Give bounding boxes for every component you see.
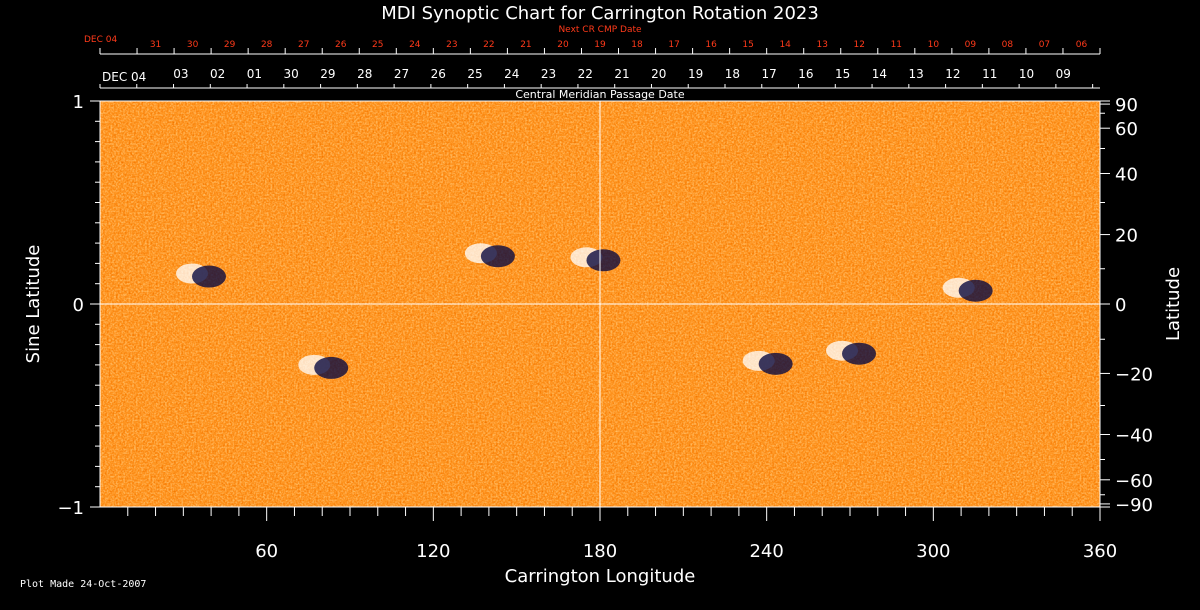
cmp-date-label: 13 — [909, 67, 924, 81]
cmp-date-label: 21 — [614, 67, 629, 81]
cmp-date-label: 29 — [320, 67, 335, 81]
y-right-tick-label: −90 — [1115, 495, 1153, 516]
cmp-date-label: 17 — [761, 67, 776, 81]
y-axis-right-label: Latitude — [1163, 267, 1184, 341]
negative-polarity — [842, 342, 876, 365]
next-cr-date-label: 31 — [150, 40, 161, 50]
next-cr-date-label: 16 — [705, 40, 717, 50]
x-tick-label: 240 — [749, 541, 783, 562]
x-tick-label: 120 — [416, 541, 450, 562]
cmp-date-axis: 03 02 01 30 29 28 27 26 25 24 23 22 21 20 19 18 17 16 15 14… — [99, 67, 1100, 89]
next-cr-date-label: 24 — [409, 40, 421, 50]
active-region — [298, 354, 349, 379]
cmp-date-label: 24 — [504, 67, 519, 81]
next-cr-date-label: 13 — [816, 40, 827, 50]
cmp-date-label: 03 — [173, 67, 188, 81]
next-cr-label: Next CR CMP Date — [558, 25, 642, 35]
negative-polarity — [586, 249, 621, 272]
cmp-axis-label: Central Meridian Passage Date — [515, 88, 684, 101]
next-cr-date-label: 10 — [928, 40, 940, 50]
cmp-date-label: 27 — [394, 67, 409, 81]
next-cr-date-label: 15 — [742, 40, 753, 50]
next-cr-date-label: 09 — [965, 40, 977, 50]
cmp-date-label: 02 — [210, 67, 225, 81]
next-cr-date-label: 14 — [779, 40, 791, 50]
y-right-tick-label: −20 — [1115, 364, 1153, 385]
next-cr-date-label: 25 — [372, 40, 383, 50]
active-region — [942, 277, 993, 302]
plot-made-footer: Plot Made 24-Oct-2007 — [20, 579, 147, 590]
y-left-tick-label: 1 — [73, 92, 84, 113]
cmp-date-label: 22 — [578, 67, 593, 81]
cmp-date-label: 19 — [688, 67, 703, 81]
cmp-date-label: 15 — [835, 67, 850, 81]
negative-polarity — [192, 265, 226, 288]
negative-polarity — [480, 245, 515, 268]
cmp-date-label: 20 — [651, 67, 666, 81]
active-region — [570, 247, 621, 272]
cmp-date-label: 26 — [431, 67, 446, 81]
next-cr-date-label: 23 — [446, 40, 457, 50]
cmp-date-label: 10 — [1019, 67, 1034, 81]
y-right-tick-label: 20 — [1115, 226, 1138, 247]
next-cr-date-label: 06 — [1076, 40, 1088, 50]
next-cr-date-label: 26 — [335, 40, 347, 50]
next-cr-date-label: 07 — [1039, 40, 1050, 50]
y-right-tick-label: 90 — [1115, 95, 1138, 116]
cmp-date-label: 30 — [284, 67, 299, 81]
cmp-date-label: 16 — [798, 67, 813, 81]
x-tick-label: 180 — [583, 541, 617, 562]
cmp-date-label: 18 — [725, 67, 740, 81]
y-right-tick-label: 40 — [1115, 165, 1138, 186]
cmp-date-label: 28 — [357, 67, 372, 81]
next-cr-date-label: 18 — [631, 40, 643, 50]
cmp-date-label: 23 — [541, 67, 556, 81]
active-region — [826, 340, 876, 365]
next-cr-date-label: 08 — [1002, 40, 1014, 50]
y-axis-left-label: Sine Latitude — [23, 245, 44, 364]
x-axis-label: Carrington Longitude — [505, 566, 696, 587]
cmp-date-label: 09 — [1056, 67, 1071, 81]
next-cr-date-label: 12 — [854, 40, 865, 50]
negative-polarity — [958, 279, 993, 302]
negative-polarity — [314, 356, 349, 379]
active-region — [464, 243, 515, 268]
negative-polarity — [758, 352, 793, 375]
y-right-tick-label: −60 — [1115, 471, 1153, 492]
x-tick-label: 360 — [1083, 541, 1117, 562]
cmp-date-label: 14 — [872, 67, 887, 81]
next-cr-date-label: 30 — [187, 40, 199, 50]
next-cr-date-label: 19 — [594, 40, 606, 50]
next-cr-date-label: 27 — [298, 40, 309, 50]
next-cr-date-label: 29 — [224, 40, 236, 50]
longitude-axis: 60 120 180 240 300 360 — [127, 507, 1117, 562]
y-right-tick-label: 0 — [1115, 295, 1126, 316]
chart-title: MDI Synoptic Chart for Carrington Rotati… — [381, 3, 819, 24]
next-cr-date-label: 21 — [520, 40, 531, 50]
sine-latitude-axis: 1 0 −1 — [57, 92, 100, 519]
y-left-tick-label: 0 — [73, 295, 84, 316]
y-right-tick-label: −40 — [1115, 425, 1153, 446]
cmp-first-date: DEC 04 — [102, 70, 146, 84]
active-region — [176, 263, 226, 288]
x-tick-label: 60 — [255, 541, 278, 562]
next-cr-date-label: 11 — [891, 40, 902, 50]
cmp-date-label: 11 — [982, 67, 997, 81]
next-cr-date-label: 20 — [557, 40, 569, 50]
next-cr-first-date: DEC 04 — [84, 35, 117, 45]
cmp-date-label: 01 — [247, 67, 262, 81]
next-cr-date-label: 17 — [668, 40, 679, 50]
next-cr-date-label: 22 — [483, 40, 494, 50]
next-cr-date-label: 28 — [261, 40, 273, 50]
latitude-axis: 90 60 40 20 0 −20 −40 −60 −90 — [1100, 95, 1153, 516]
active-regions — [176, 243, 993, 379]
active-region — [742, 350, 793, 375]
y-left-tick-label: −1 — [57, 498, 84, 519]
cmp-date-label: 25 — [467, 67, 482, 81]
y-right-tick-label: 60 — [1115, 119, 1138, 140]
cmp-date-label: 12 — [945, 67, 960, 81]
next-cr-axis: 31 30 29 28 27 26 25 24 23 22 21 20 19 18 17 16 15 14 13 12… — [99, 40, 1101, 55]
x-tick-label: 300 — [916, 541, 950, 562]
